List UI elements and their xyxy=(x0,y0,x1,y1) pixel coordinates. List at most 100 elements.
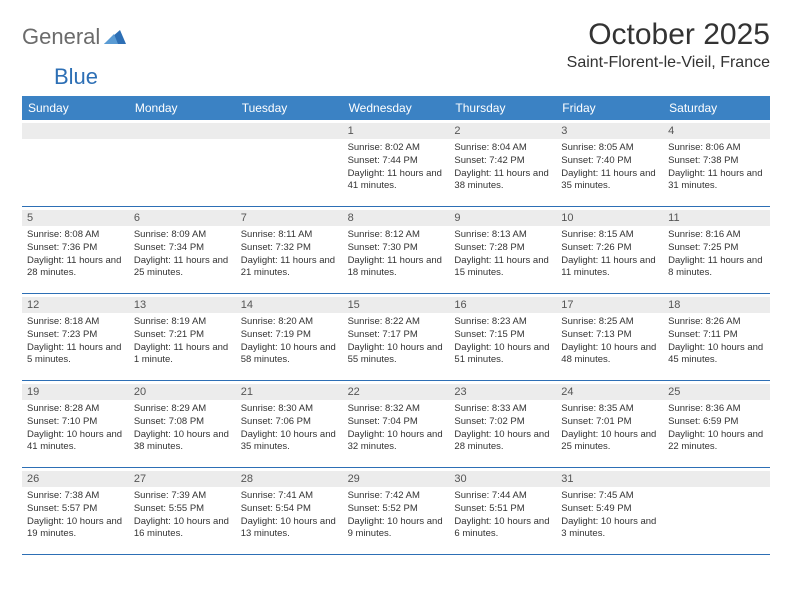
day-info: Sunrise: 8:23 AMSunset: 7:15 PMDaylight:… xyxy=(454,316,551,367)
day-number: 22 xyxy=(343,384,450,400)
sunrise: Sunrise: 8:13 AM xyxy=(454,229,551,242)
day-header: Friday xyxy=(556,96,663,120)
day-cell: 7Sunrise: 8:11 AMSunset: 7:32 PMDaylight… xyxy=(236,207,343,293)
day-info: Sunrise: 8:36 AMSunset: 6:59 PMDaylight:… xyxy=(668,403,765,454)
sunrise: Sunrise: 7:41 AM xyxy=(241,490,338,503)
day-cell: 22 Sunrise: 8:32 AMSunset: 7:04 PMDayligh… xyxy=(343,381,450,467)
sunrise: Sunrise: 8:05 AM xyxy=(561,142,658,155)
day-number: 18 xyxy=(663,297,770,313)
day-number xyxy=(129,123,236,139)
day-cell: 6Sunrise: 8:09 AMSunset: 7:34 PMDaylight… xyxy=(129,207,236,293)
sunset: Sunset: 7:25 PM xyxy=(668,242,765,255)
sunrise: Sunrise: 8:33 AM xyxy=(454,403,551,416)
day-number: 5 xyxy=(22,210,129,226)
sunset: Sunset: 5:57 PM xyxy=(27,503,124,516)
day-info: Sunrise: 7:44 AMSunset: 5:51 PMDaylight:… xyxy=(454,490,551,541)
day-cell: 16 Sunrise: 8:23 AMSunset: 7:15 PMDayligh… xyxy=(449,294,556,380)
day-cell: 2Sunrise: 8:04 AMSunset: 7:42 PMDaylight… xyxy=(449,120,556,206)
week-row: 19Sunrise: 8:28 AMSunset: 7:10 PMDayligh… xyxy=(22,381,770,468)
day-number: 31 xyxy=(556,471,663,487)
day-info: Sunrise: 8:06 AMSunset: 7:38 PMDaylight:… xyxy=(668,142,765,193)
sunrise: Sunrise: 8:28 AM xyxy=(27,403,124,416)
daylight: Daylight: 11 hours and 38 minutes. xyxy=(454,168,551,194)
day-cell: 27Sunrise: 7:39 AMSunset: 5:55 PMDayligh… xyxy=(129,468,236,554)
day-number: 16 xyxy=(449,297,556,313)
sunrise: Sunrise: 8:29 AM xyxy=(134,403,231,416)
sunrise: Sunrise: 8:32 AM xyxy=(348,403,445,416)
day-number: 8 xyxy=(343,210,450,226)
sunset: Sunset: 6:59 PM xyxy=(668,416,765,429)
sunset: Sunset: 7:02 PM xyxy=(454,416,551,429)
brand-text-1: General xyxy=(22,24,100,50)
day-info: Sunrise: 7:39 AMSunset: 5:55 PMDaylight:… xyxy=(134,490,231,541)
day-info: Sunrise: 8:16 AMSunset: 7:25 PMDaylight:… xyxy=(668,229,765,280)
day-number: 30 xyxy=(449,471,556,487)
daylight: Daylight: 10 hours and 9 minutes. xyxy=(348,516,445,542)
day-number: 21 xyxy=(236,384,343,400)
day-number: 11 xyxy=(663,210,770,226)
day-info: Sunrise: 8:35 AMSunset: 7:01 PMDaylight:… xyxy=(561,403,658,454)
month-title: October 2025 xyxy=(567,18,770,52)
day-cell: 24Sunrise: 8:35 AMSunset: 7:01 PMDayligh… xyxy=(556,381,663,467)
brand-triangle-icon xyxy=(104,26,126,49)
day-number: 2 xyxy=(449,123,556,139)
day-cell: 10Sunrise: 8:15 AMSunset: 7:26 PMDayligh… xyxy=(556,207,663,293)
day-cell: 21 Sunrise: 8:30 AMSunset: 7:06 PMDayligh… xyxy=(236,381,343,467)
day-number: 14 xyxy=(236,297,343,313)
day-header: Saturday xyxy=(663,96,770,120)
day-number xyxy=(663,471,770,487)
day-cell: 25Sunrise: 8:36 AMSunset: 6:59 PMDayligh… xyxy=(663,381,770,467)
sunset: Sunset: 7:28 PM xyxy=(454,242,551,255)
day-cell: 14 Sunrise: 8:20 AMSunset: 7:19 PMDayligh… xyxy=(236,294,343,380)
week-row: 26Sunrise: 7:38 AMSunset: 5:57 PMDayligh… xyxy=(22,468,770,555)
sunrise: Sunrise: 8:30 AM xyxy=(241,403,338,416)
sunrise: Sunrise: 8:06 AM xyxy=(668,142,765,155)
sunset: Sunset: 7:17 PM xyxy=(348,329,445,342)
daylight: Daylight: 10 hours and 41 minutes. xyxy=(27,429,124,455)
sunset: Sunset: 7:34 PM xyxy=(134,242,231,255)
day-cell: 3Sunrise: 8:05 AMSunset: 7:40 PMDaylight… xyxy=(556,120,663,206)
day-number: 9 xyxy=(449,210,556,226)
brand-text-2: Blue xyxy=(54,64,98,90)
sunrise: Sunrise: 7:38 AM xyxy=(27,490,124,503)
location: Saint-Florent-le-Vieil, France xyxy=(567,54,770,72)
day-info: Sunrise: 8:09 AMSunset: 7:34 PMDaylight:… xyxy=(134,229,231,280)
sunrise: Sunrise: 7:42 AM xyxy=(348,490,445,503)
daylight: Daylight: 10 hours and 25 minutes. xyxy=(561,429,658,455)
sunrise: Sunrise: 8:25 AM xyxy=(561,316,658,329)
day-cell: 4Sunrise: 8:06 AMSunset: 7:38 PMDaylight… xyxy=(663,120,770,206)
sunset: Sunset: 7:21 PM xyxy=(134,329,231,342)
day-cell: 15Sunrise: 8:22 AMSunset: 7:17 PMDayligh… xyxy=(343,294,450,380)
sunrise: Sunrise: 8:09 AM xyxy=(134,229,231,242)
day-info: Sunrise: 7:45 AMSunset: 5:49 PMDaylight:… xyxy=(561,490,658,541)
sunrise: Sunrise: 7:39 AM xyxy=(134,490,231,503)
sunset: Sunset: 7:04 PM xyxy=(348,416,445,429)
daylight: Daylight: 10 hours and 6 minutes. xyxy=(454,516,551,542)
sunset: Sunset: 7:26 PM xyxy=(561,242,658,255)
sunset: Sunset: 7:36 PM xyxy=(27,242,124,255)
daylight: Daylight: 11 hours and 1 minute. xyxy=(134,342,231,368)
day-info: Sunrise: 8:05 AMSunset: 7:40 PMDaylight:… xyxy=(561,142,658,193)
day-cell xyxy=(22,120,129,206)
sunset: Sunset: 7:11 PM xyxy=(668,329,765,342)
sunset: Sunset: 5:52 PM xyxy=(348,503,445,516)
daylight: Daylight: 10 hours and 32 minutes. xyxy=(348,429,445,455)
day-number xyxy=(22,123,129,139)
day-info: Sunrise: 8:28 AMSunset: 7:10 PMDaylight:… xyxy=(27,403,124,454)
day-info: Sunrise: 8:20 AMSunset: 7:19 PMDaylight:… xyxy=(241,316,338,367)
sunset: Sunset: 7:38 PM xyxy=(668,155,765,168)
calendar: Sunday Monday Tuesday Wednesday Thursday… xyxy=(22,96,770,555)
day-number: 23 xyxy=(449,384,556,400)
day-header: Monday xyxy=(129,96,236,120)
day-info: Sunrise: 7:38 AMSunset: 5:57 PMDaylight:… xyxy=(27,490,124,541)
day-header: Thursday xyxy=(449,96,556,120)
day-number: 10 xyxy=(556,210,663,226)
daylight: Daylight: 11 hours and 8 minutes. xyxy=(668,255,765,281)
sunrise: Sunrise: 8:20 AM xyxy=(241,316,338,329)
day-number xyxy=(236,123,343,139)
week-row: 1Sunrise: 8:02 AMSunset: 7:44 PMDaylight… xyxy=(22,120,770,207)
day-info: Sunrise: 7:42 AMSunset: 5:52 PMDaylight:… xyxy=(348,490,445,541)
day-info: Sunrise: 8:29 AMSunset: 7:08 PMDaylight:… xyxy=(134,403,231,454)
day-number: 29 xyxy=(343,471,450,487)
day-info: Sunrise: 8:30 AMSunset: 7:06 PMDaylight:… xyxy=(241,403,338,454)
